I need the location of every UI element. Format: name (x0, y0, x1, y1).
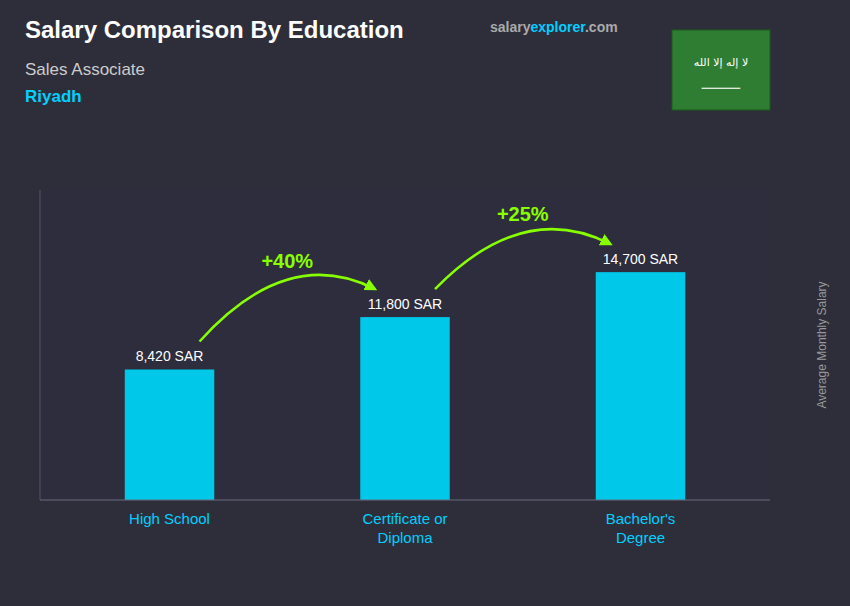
bar (596, 272, 685, 500)
growth-arrow (435, 229, 610, 289)
subtitle: Sales Associate (25, 60, 145, 79)
website-part: .com (585, 19, 618, 35)
y-axis-line (40, 190, 41, 500)
website-part: salary (490, 19, 531, 35)
x-tick-label-line: Certificate or (362, 510, 447, 527)
flag (672, 30, 770, 110)
x-tick-label-line: Bachelor's (606, 510, 676, 527)
growth-label: +40% (261, 250, 313, 272)
x-tick-label: Certificate or Diploma (362, 510, 447, 546)
x-tick-label-line: High School (129, 510, 210, 527)
value-label: 8,420 SAR (136, 348, 204, 364)
y-axis-label: Average Monthly Salary (815, 281, 829, 408)
website: salaryexplorer.com (490, 19, 618, 35)
chart-svg: 8,420 SAR 11,800 SAR 14,700 SAR High School… (0, 0, 850, 606)
bar (125, 369, 214, 500)
title: Salary Comparison By Education (25, 16, 404, 43)
x-tick-label-line: Diploma (377, 529, 433, 546)
flag-text: لا إله إلا الله (694, 56, 748, 69)
x-tick-label: High School (129, 510, 210, 527)
flag-sword: ⸻ (701, 79, 741, 95)
x-tick-label-line: Degree (616, 529, 665, 546)
growth-label: +25% (497, 203, 549, 225)
bar (360, 317, 449, 500)
bars (125, 272, 685, 500)
website-part: explorer (530, 19, 586, 35)
growth-arrow (200, 275, 375, 342)
city: Riyadh (25, 87, 82, 106)
value-label: 11,800 SAR (368, 296, 442, 312)
x-tick-label: Bachelor's Degree (606, 510, 676, 546)
chart-container: 8,420 SAR 11,800 SAR 14,700 SAR High School… (0, 0, 850, 606)
background (0, 0, 850, 606)
plot-area (40, 190, 770, 500)
value-label: 14,700 SAR (603, 251, 679, 267)
x-axis-line (40, 500, 770, 501)
